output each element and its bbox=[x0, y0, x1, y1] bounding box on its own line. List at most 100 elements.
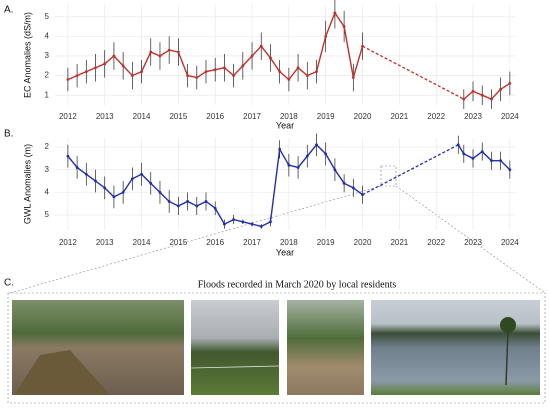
x-tick-label: 2012 bbox=[59, 238, 77, 247]
data-point bbox=[186, 200, 189, 203]
x-tick-label: 2015 bbox=[169, 112, 187, 121]
data-point bbox=[75, 74, 79, 77]
x-tick-label: 2020 bbox=[354, 238, 372, 247]
data-point bbox=[278, 147, 282, 151]
data-point bbox=[223, 222, 226, 226]
photo-detail bbox=[505, 329, 509, 386]
x-tick-label: 2016 bbox=[206, 238, 224, 247]
y-axis-title: GWL Anomalies (m) bbox=[22, 144, 32, 224]
x-tick-label: 2013 bbox=[96, 112, 114, 121]
data-point bbox=[232, 218, 236, 221]
panel-label: B. bbox=[4, 129, 13, 140]
zoom-line bbox=[395, 185, 546, 294]
data-point bbox=[121, 190, 125, 194]
y-tick-label: 4 bbox=[45, 187, 50, 196]
photo bbox=[191, 300, 279, 395]
x-tick-label: 2021 bbox=[390, 112, 408, 121]
photo-detail bbox=[14, 350, 110, 395]
photo-detail bbox=[500, 317, 516, 333]
photo bbox=[287, 300, 364, 395]
y-tick-label: 2 bbox=[45, 71, 50, 80]
data-point bbox=[158, 54, 162, 58]
data-point bbox=[269, 56, 272, 60]
y-tick-label: 5 bbox=[45, 210, 50, 219]
data-point bbox=[324, 34, 328, 38]
x-axis-title: Year bbox=[276, 247, 294, 257]
x-tick-label: 2012 bbox=[59, 112, 77, 121]
x-tick-label: 2015 bbox=[169, 238, 187, 247]
zoom-box bbox=[380, 165, 397, 187]
data-point bbox=[462, 97, 466, 101]
x-tick-label: 2022 bbox=[427, 238, 445, 247]
x-tick-label: 2023 bbox=[464, 112, 482, 121]
data-point bbox=[269, 220, 272, 224]
data-point bbox=[103, 186, 107, 190]
data-point bbox=[66, 78, 70, 81]
y-tick-label: 5 bbox=[45, 12, 50, 21]
data-point bbox=[204, 70, 208, 74]
data-point bbox=[250, 54, 254, 58]
photo-frame bbox=[7, 292, 546, 404]
y-tick-label: 3 bbox=[45, 51, 50, 60]
data-point bbox=[333, 168, 337, 172]
gap-bridge bbox=[362, 45, 465, 100]
x-tick-label: 2014 bbox=[133, 238, 151, 247]
data-point bbox=[75, 166, 79, 169]
data-point bbox=[490, 97, 493, 101]
data-point bbox=[287, 163, 291, 167]
data-point bbox=[259, 44, 263, 48]
data-point bbox=[296, 66, 300, 70]
x-tick-label: 2022 bbox=[427, 112, 445, 121]
data-point bbox=[324, 152, 328, 156]
zoom-line bbox=[9, 185, 382, 294]
x-tick-label: 2013 bbox=[96, 238, 114, 247]
data-point bbox=[471, 156, 475, 160]
data-point bbox=[149, 181, 153, 185]
data-point bbox=[250, 222, 254, 226]
data-point bbox=[213, 206, 217, 210]
photo-detail bbox=[190, 365, 280, 369]
y-tick-label: 4 bbox=[45, 31, 50, 40]
data-point bbox=[305, 154, 309, 158]
y-tick-label: 2 bbox=[45, 142, 50, 151]
data-point bbox=[94, 179, 97, 183]
data-point bbox=[351, 186, 355, 190]
x-tick-label: 2018 bbox=[280, 112, 298, 121]
data-point bbox=[287, 78, 291, 81]
data-point bbox=[315, 70, 318, 74]
y-axis-title: EC Anomalies (dS/m) bbox=[22, 12, 32, 98]
data-point bbox=[195, 204, 199, 208]
data-point bbox=[186, 74, 189, 77]
data-point bbox=[66, 154, 70, 158]
data-point bbox=[121, 64, 125, 68]
data-point bbox=[508, 168, 512, 172]
data-point bbox=[223, 66, 226, 70]
data-point bbox=[149, 50, 153, 54]
data-point bbox=[158, 190, 162, 194]
x-tick-label: 2019 bbox=[317, 112, 335, 121]
data-point bbox=[176, 204, 180, 208]
x-tick-label: 2024 bbox=[501, 112, 519, 121]
data-point bbox=[140, 172, 143, 176]
x-tick-label: 2017 bbox=[243, 112, 261, 121]
data-point bbox=[342, 181, 346, 185]
data-point bbox=[241, 220, 245, 224]
data-point bbox=[140, 70, 143, 74]
data-point bbox=[176, 50, 180, 54]
data-point bbox=[315, 143, 318, 147]
data-point bbox=[499, 159, 503, 163]
data-point bbox=[490, 159, 493, 163]
data-point bbox=[130, 74, 134, 77]
data-point bbox=[333, 11, 337, 15]
data-point bbox=[471, 89, 475, 93]
data-point bbox=[130, 177, 134, 181]
x-tick-label: 2019 bbox=[317, 238, 335, 247]
data-point bbox=[456, 143, 460, 147]
data-point bbox=[499, 87, 503, 91]
x-tick-label: 2014 bbox=[133, 112, 151, 121]
data-point bbox=[167, 48, 171, 52]
x-tick-label: 2018 bbox=[280, 238, 298, 247]
gap-bridge bbox=[362, 144, 459, 196]
data-point bbox=[103, 62, 107, 66]
data-point bbox=[112, 195, 116, 199]
